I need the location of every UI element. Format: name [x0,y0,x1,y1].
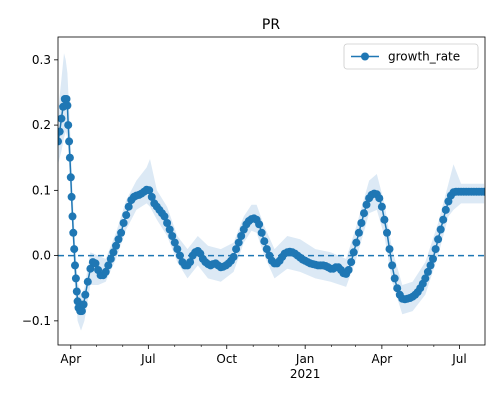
data-point [83,277,92,286]
data-point [109,248,118,257]
data-point [383,228,391,237]
y-tick-label: 0.2 [32,118,51,132]
x-tick-label: Oct [216,352,237,366]
data-point [393,284,402,293]
data-point [58,114,66,123]
data-point [79,300,88,309]
x-tick-label: Jul [140,352,155,366]
data-point [439,215,448,224]
data-point [160,212,169,221]
data-point [434,235,443,244]
data-point [124,202,133,211]
data-point [63,101,72,110]
data-point [237,232,246,240]
data-point [65,153,74,162]
data-point [68,212,77,221]
data-point [122,211,131,220]
data-point [70,245,79,254]
data-point [112,241,120,250]
data-point [360,209,368,218]
data-point [117,228,126,237]
data-point [72,287,81,296]
data-point [232,245,241,254]
data-point [106,254,115,263]
data-point [101,267,110,276]
legend-marker-swatch [361,52,369,61]
data-point [347,258,356,267]
y-tick-label: 0.0 [32,249,51,263]
data-point [262,245,271,254]
data-point [257,228,266,237]
x-tick-label: Jan [295,352,315,366]
plot-frame [57,36,486,346]
data-point [423,267,432,276]
data-point [119,219,128,227]
data-point [429,254,437,263]
data-point [67,192,76,201]
data-point [175,251,184,260]
data-point [357,219,366,227]
data-point [436,225,445,234]
data-point [163,219,172,227]
data-point [73,297,82,306]
x-tick-label: Jul [451,352,466,366]
data-point [352,238,361,247]
chart-title: PR [262,17,280,33]
data-point [229,252,238,261]
data-point [145,186,154,195]
data-point [234,238,243,247]
data-point [114,235,123,244]
data-point [64,121,73,130]
data-point [62,95,71,103]
data-point [380,215,389,224]
data-point [58,137,62,146]
data-point [385,245,394,254]
data-point [65,137,74,146]
data-point [349,248,358,257]
data-point [104,261,113,270]
data-point [255,220,264,229]
data-point [375,194,384,203]
data-point [173,245,182,254]
data-point [77,307,86,316]
data-point [91,259,100,268]
data-point [354,228,363,237]
data-point [86,264,95,273]
data-point [441,205,450,214]
data-point [81,290,90,299]
data-point [71,274,80,283]
x-tick-label: Apr [60,352,81,366]
x-tick-year-label: 2021 [290,367,321,381]
data-point [170,238,179,247]
data-point [377,202,386,211]
legend-box [343,43,479,70]
data-point [260,237,269,246]
x-tick-label: Apr [371,352,392,366]
data-point [58,127,64,136]
data-point [147,192,156,201]
data-point [69,228,78,237]
data-point [426,261,435,270]
y-tick-label: 0.1 [32,183,51,197]
data-point [390,274,399,283]
y-tick-label: −0.1 [22,314,51,328]
data-point [362,200,371,209]
data-point [344,266,353,274]
data-point [421,274,430,283]
data-point [431,245,440,254]
legend-label: growth_rate [388,50,460,64]
data-point [388,261,397,270]
data-point [168,232,177,240]
data-point [66,173,75,182]
data-point [165,225,174,234]
y-tick-label: 0.3 [32,53,51,67]
data-point [186,258,195,267]
data-point [71,261,79,270]
data-point [480,187,485,196]
